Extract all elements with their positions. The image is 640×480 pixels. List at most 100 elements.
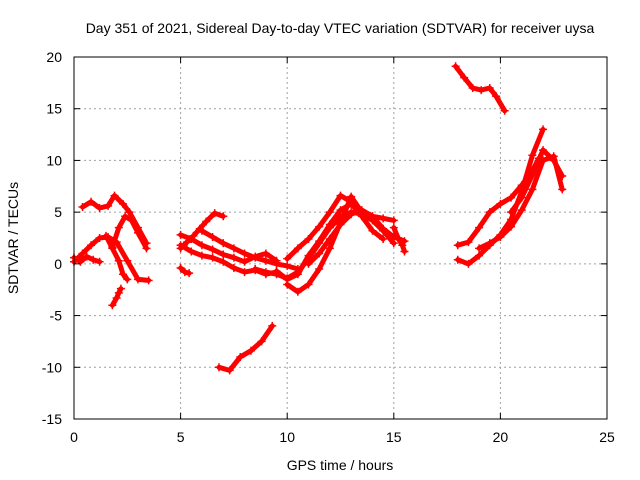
data-point [492, 92, 501, 101]
data-point [379, 235, 388, 244]
data-point [87, 241, 96, 250]
data-point [293, 244, 302, 253]
data-point [336, 220, 345, 229]
data-point [180, 268, 189, 277]
data-points [70, 62, 567, 375]
data-point [219, 239, 228, 248]
data-point [208, 232, 217, 241]
series-arc-6 [108, 212, 151, 253]
data-point [133, 275, 142, 284]
series-arc-11 [197, 226, 302, 274]
data-point [293, 270, 302, 279]
data-point [394, 234, 403, 242]
data-point [496, 232, 505, 241]
data-point [251, 253, 260, 262]
data-point [325, 244, 334, 253]
data-point [517, 193, 526, 202]
data-point [110, 191, 119, 200]
data-point [500, 106, 509, 115]
data-point [272, 259, 281, 268]
data-point [104, 201, 113, 210]
data-point [293, 287, 302, 296]
data-point [108, 243, 117, 252]
data-point [176, 241, 185, 250]
data-point [268, 321, 277, 330]
data-point [101, 231, 110, 240]
data-point [485, 84, 494, 93]
data-point [347, 210, 356, 219]
data-point [202, 217, 211, 226]
y-tick-label: -10 [42, 359, 62, 375]
data-point [475, 244, 484, 253]
data-point [528, 185, 537, 194]
data-point [475, 223, 484, 232]
data-point [304, 259, 313, 268]
series-arc-18 [389, 223, 409, 256]
data-point [261, 256, 270, 265]
data-point [225, 366, 234, 375]
data-point [261, 268, 270, 277]
series-trace [178, 232, 279, 265]
data-point [475, 251, 484, 260]
series-arc-7 [176, 263, 194, 278]
data-point [95, 234, 104, 242]
data-point [517, 206, 526, 215]
data-point [133, 228, 142, 237]
data-point [121, 212, 130, 221]
data-point [315, 265, 324, 274]
data-point [272, 267, 281, 276]
data-point [236, 352, 245, 361]
data-point [89, 255, 98, 264]
data-point [357, 206, 366, 215]
series-arc-21 [453, 125, 548, 268]
data-point [539, 146, 548, 155]
data-point [453, 241, 462, 250]
data-point [460, 73, 469, 82]
data-point [210, 209, 219, 218]
data-point [197, 226, 206, 235]
y-tick-label: -15 [42, 411, 62, 427]
data-point [368, 212, 377, 221]
data-point [283, 254, 292, 263]
data-point [208, 245, 217, 254]
data-point [379, 224, 388, 233]
series-trace [199, 228, 301, 272]
data-point [477, 86, 486, 95]
data-point [368, 226, 377, 235]
data-point [347, 197, 356, 206]
y-tick-label: 5 [54, 204, 62, 220]
data-point [528, 151, 537, 160]
data-point [78, 249, 87, 258]
data-point [112, 293, 121, 302]
series-trace [391, 225, 407, 254]
data-point [185, 269, 194, 278]
data-point [389, 216, 398, 225]
data-point [315, 249, 324, 258]
data-point [507, 208, 516, 217]
data-point [468, 84, 477, 93]
x-tick-label: 25 [599, 429, 615, 445]
data-point [240, 249, 249, 258]
series-trace [508, 147, 565, 215]
series-trace [306, 207, 407, 267]
data-point [219, 257, 228, 266]
data-point [187, 247, 196, 256]
data-point [78, 202, 87, 211]
data-point [208, 253, 217, 262]
data-point [219, 250, 228, 259]
series-arc-19 [451, 62, 509, 115]
x-tick-label: 0 [70, 429, 78, 445]
data-point [558, 171, 567, 180]
x-tick-label: 5 [177, 429, 185, 445]
data-point [197, 241, 206, 250]
data-point [82, 252, 91, 261]
data-point [389, 223, 398, 232]
data-point [197, 251, 206, 260]
data-point [229, 244, 238, 253]
data-point [142, 244, 151, 253]
data-point [507, 193, 516, 202]
x-axis-label: GPS time / hours [287, 457, 394, 473]
data-point [116, 284, 125, 293]
data-point [251, 265, 260, 274]
data-point [108, 301, 117, 310]
